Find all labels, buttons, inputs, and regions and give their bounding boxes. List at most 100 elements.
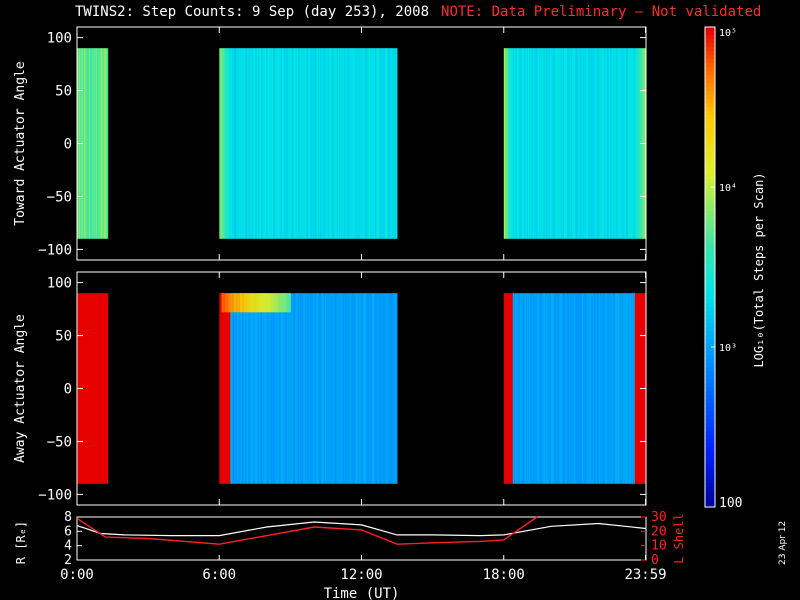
heatmap-column [605,293,607,484]
heatmap-column [96,293,98,484]
heatmap-column [302,293,304,484]
heatmap-column [299,293,301,484]
heatmap-column [250,48,252,239]
colorbar-segment [705,491,715,496]
heatmap-column [256,48,258,239]
colorbar-segment [705,467,715,472]
colorbar-segment [705,263,715,268]
heatmap-column [363,293,365,484]
heatmap-column [344,48,346,239]
hotspot-column [258,293,260,313]
heatmap-column [234,48,236,239]
heatmap-column [92,48,94,239]
colorbar-segment [705,67,715,72]
heatmap-column [585,48,587,239]
heatmap-column [609,293,611,484]
heatmap-column [239,293,241,484]
heatmap-column [281,48,283,239]
colorbar-segment [705,55,715,60]
heatmap-column [244,293,246,484]
heatmap-column [331,293,333,484]
colorbar-segment [705,287,715,292]
heatmap-column [321,48,323,239]
heatmap-column [604,293,606,484]
colorbar-segment [705,351,715,356]
colorbar-segment [705,107,715,112]
heatmap-column [580,48,582,239]
heatmap-column [94,293,96,484]
heatmap-column [611,293,613,484]
heatmap-column [565,293,567,484]
heatmap-column [519,48,521,239]
heatmap-column [510,293,512,484]
heatmap-column [594,293,596,484]
heatmap-column [541,293,543,484]
hotspot-column [245,293,247,313]
colorbar-segment [705,215,715,220]
hotspot-column [236,293,238,313]
heatmap-column [600,293,602,484]
heatmap-column [570,48,572,239]
heatmap-column [337,293,339,484]
heatmap-column [578,48,580,239]
heatmap-column [375,48,377,239]
heatmap-column [248,48,250,239]
heatmap-column [98,48,100,239]
heatmap-column [601,48,603,239]
heatmap-column [226,293,228,484]
heatmap-column [309,48,311,239]
heatmap-column [514,293,516,484]
heatmap-column [625,293,627,484]
heatmap-column [584,293,586,484]
heatmap-column [306,293,308,484]
colorbar-segment [705,295,715,300]
heatmap-column [506,293,508,484]
heatmap-column [279,293,281,484]
heatmap-column [358,48,360,239]
colorbar-tick-label: 10³ [719,343,737,354]
colorbar: 10⁵ 10⁴ 10³ 100 LOG₁₀(Total Steps per Scan) [704,26,766,511]
heatmap-column [362,293,364,484]
heatmap-column [579,48,581,239]
heatmap-column [516,48,518,239]
heatmap-column [106,48,108,239]
hotspot-column [241,293,243,313]
heatmap-column [536,48,538,239]
heatmap-column [392,293,394,484]
heatmap-column [367,48,369,239]
colorbar-segment [705,235,715,240]
heatmap-column [253,48,255,239]
heatmap-column [248,293,250,484]
heatmap-column [373,293,375,484]
colorbar-segment [705,83,715,88]
hotspot-column [282,293,284,313]
heatmap-column [636,293,638,484]
heatmap-column [591,293,593,484]
x-axis-label: Time (UT) [324,586,400,600]
colorbar-segment [705,495,715,500]
heatmap-column [386,293,388,484]
heatmap-column [525,48,527,239]
heatmap-column [367,293,369,484]
heatmap-column [566,48,568,239]
heatmap-column [258,48,260,239]
colorbar-segment [705,27,715,32]
colorbar-segment [705,395,715,400]
heatmap-column [631,48,633,239]
heatmap-column [281,293,283,484]
heatmap-column [282,293,284,484]
heatmap-column [259,48,261,239]
heatmap-column [105,48,107,239]
hotspot-column [255,293,257,313]
hotspot-column [234,293,236,313]
heatmap-column [219,293,221,484]
colorbar-segment [705,259,715,264]
heatmap-column [256,293,258,484]
hotspot-column [270,293,272,313]
r-tick-label: 2 [64,553,72,568]
heatmap-column [297,48,299,239]
heatmap-column [543,293,545,484]
heatmap-column [103,293,105,484]
heatmap-column [582,293,584,484]
heatmap-column [89,48,91,239]
